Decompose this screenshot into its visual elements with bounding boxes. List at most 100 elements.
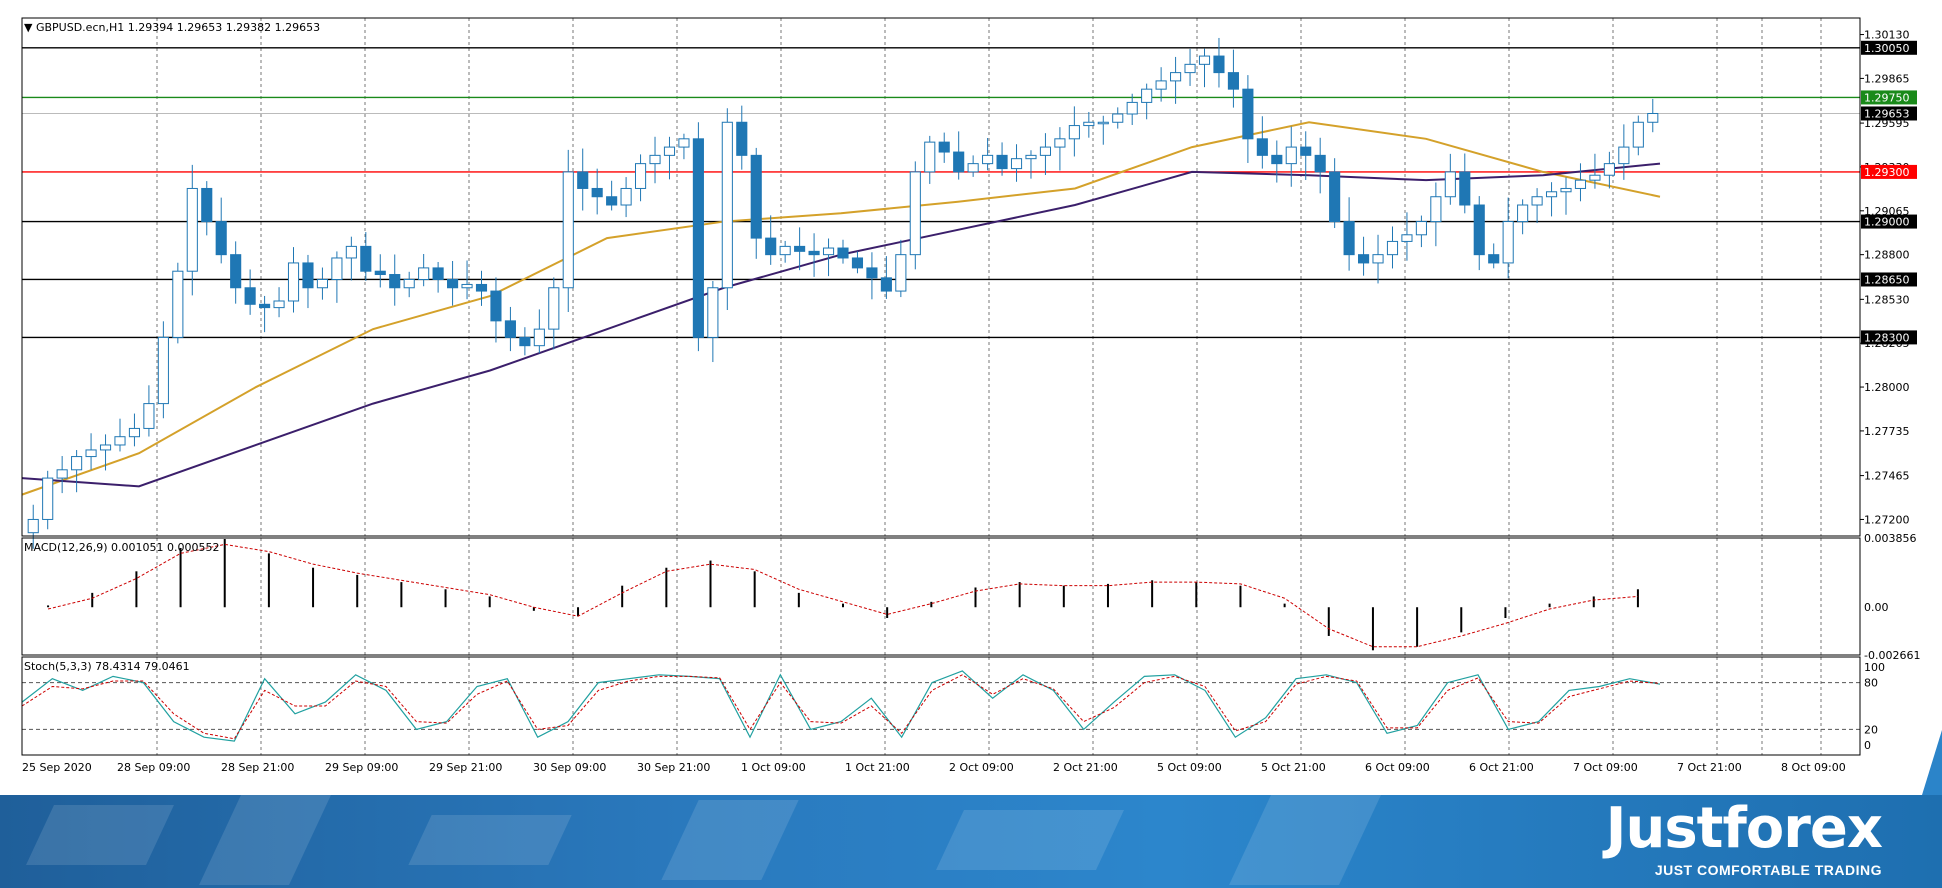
time-tick-label: 29 Sep 21:00: [429, 761, 502, 774]
candle-body: [1401, 234, 1413, 242]
panel-frame: [21, 656, 1861, 756]
main-panel-title[interactable]: ▼ GBPUSD.ecn,H1 1.29394 1.29653 1.29382 …: [24, 21, 320, 34]
candle-body: [562, 171, 574, 289]
candle-body: [750, 154, 762, 239]
price-level-tag-label: 1.29000: [1864, 216, 1910, 229]
banner-shape: [408, 815, 572, 865]
macd-label: MACD(12,26,9) 0.001051 0.000552: [24, 541, 220, 554]
price-level-tag: [1861, 214, 1917, 229]
stoch-label: Stoch(5,3,3) 78.4314 79.0461: [24, 660, 190, 673]
candles: [27, 37, 1659, 549]
candle-body: [128, 427, 141, 438]
price-axis: 1.301301.298651.295951.293301.290651.288…: [1860, 29, 1920, 752]
stoch-tick-label: 100: [1864, 661, 1885, 674]
time-tick-label: 6 Oct 09:00: [1365, 761, 1430, 774]
candle-body: [1227, 72, 1239, 90]
candle-body: [56, 469, 68, 479]
collapse-arrow-icon[interactable]: ▼: [24, 21, 33, 34]
time-tick-label: 5 Oct 21:00: [1261, 761, 1326, 774]
banner-shape: [936, 810, 1124, 870]
price-level-tag: [1861, 40, 1917, 55]
candle-body: [1647, 112, 1659, 123]
candle-body: [1603, 163, 1615, 176]
candle-body: [1372, 254, 1384, 264]
candle-body: [1502, 221, 1514, 264]
candle-body: [895, 254, 907, 292]
candle-body: [71, 456, 83, 471]
candle-body: [215, 221, 227, 256]
candle-body: [519, 336, 531, 347]
stoch-signal-line: [21, 674, 1661, 740]
price-tick-label: 1.28800: [1864, 249, 1910, 262]
time-tick-label: 1 Oct 09:00: [741, 761, 806, 774]
justforex-logo[interactable]: Justforex JUST COMFORTABLE TRADING: [1562, 798, 1883, 886]
candle-body: [143, 403, 155, 429]
price-tick-label: 1.30130: [1864, 29, 1910, 42]
candle-body: [1545, 191, 1558, 198]
candle-body: [620, 187, 632, 206]
candle-body: [765, 237, 777, 256]
candle-body: [1415, 221, 1427, 236]
macd-tick-label: 0.003856: [1864, 532, 1917, 545]
candle-body: [1386, 240, 1399, 256]
time-tick-label: 1 Oct 21:00: [845, 761, 910, 774]
candle-body: [1170, 72, 1182, 82]
candle-body: [1141, 88, 1153, 103]
candle-body: [953, 151, 965, 173]
macd-indicator: [47, 539, 1639, 651]
candle-body: [1444, 171, 1456, 198]
candle-body: [432, 267, 444, 280]
moving-average-line: [21, 162, 1661, 488]
candle-body: [85, 449, 97, 458]
candle-body: [1010, 158, 1023, 170]
candle-body: [172, 270, 184, 338]
price-tick-label: 1.27735: [1864, 425, 1910, 438]
price-level-tag-label: 1.29750: [1864, 91, 1910, 104]
candle-body: [548, 287, 560, 330]
time-tick-label: 6 Oct 21:00: [1469, 761, 1534, 774]
logo-tagline: JUST COMFORTABLE TRADING: [1654, 862, 1882, 878]
stoch-tick-label: 80: [1864, 677, 1878, 690]
candle-body: [851, 257, 864, 269]
candle-body: [99, 444, 112, 451]
candle-body: [533, 328, 545, 347]
candle-body: [1198, 55, 1211, 65]
candle-body: [1300, 146, 1312, 156]
brand-banner: [0, 795, 1942, 888]
candle-body: [736, 121, 748, 156]
time-tick-label: 25 Sep 2020: [22, 761, 92, 774]
horizontal-levels: [22, 47, 1860, 339]
candle-body: [490, 290, 502, 322]
candle-body: [259, 303, 271, 309]
candle-body: [996, 154, 1008, 170]
time-tick-label: 2 Oct 09:00: [949, 761, 1014, 774]
candle-body: [316, 278, 328, 289]
candle-body: [1358, 254, 1370, 264]
candle-body: [1430, 196, 1442, 223]
banner-shape: [199, 795, 331, 885]
candle-body: [634, 163, 647, 189]
price-level-tag-label: 1.28650: [1864, 273, 1910, 286]
time-tick-label: 30 Sep 21:00: [637, 761, 710, 774]
stochastic-indicator: [21, 670, 1860, 742]
candle-body: [374, 270, 386, 276]
candle-body: [866, 267, 878, 279]
candle-body: [157, 336, 169, 405]
candle-body: [1531, 196, 1543, 206]
price-tick-label: 1.27465: [1864, 470, 1910, 483]
logo-corner-shape: [1922, 730, 1942, 795]
price-level-tag-label: 1.30050: [1864, 42, 1910, 55]
price-tick-label: 1.29065: [1864, 205, 1910, 218]
candle-body: [1488, 254, 1500, 264]
price-tick-label: 1.29865: [1864, 72, 1910, 85]
stoch-tick-label: 20: [1864, 723, 1878, 736]
candle-body: [186, 187, 198, 272]
candle-body: [273, 300, 285, 309]
time-tick-label: 29 Sep 09:00: [325, 761, 398, 774]
candle-body: [707, 287, 719, 338]
price-tick-label: 1.28000: [1864, 381, 1910, 394]
candle-body: [779, 245, 791, 256]
candle-body: [360, 245, 372, 272]
candle-body: [1213, 55, 1225, 74]
